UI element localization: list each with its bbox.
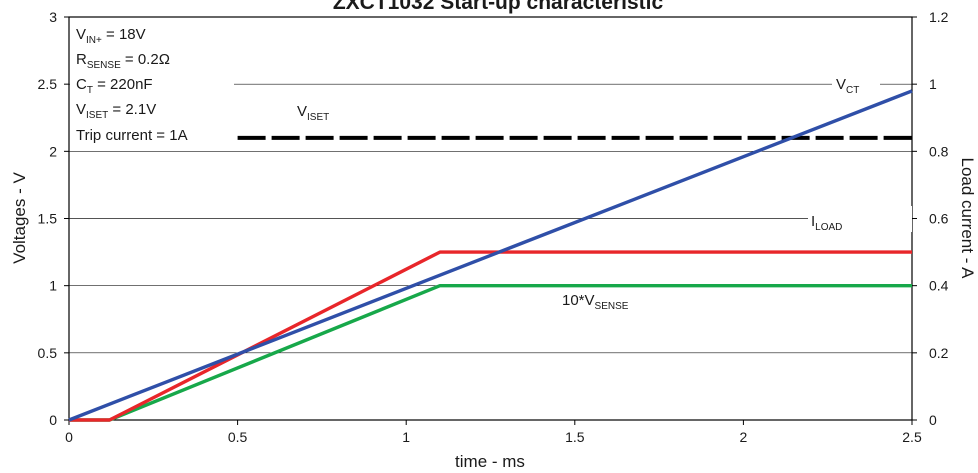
y-tick-label: 3 — [49, 9, 57, 25]
y-tick-label: 0.5 — [38, 345, 58, 361]
notes-bg-bottom — [70, 18, 234, 146]
series-line-vct — [68, 89, 913, 422]
series-lines — [68, 89, 913, 422]
note-vin: VIN+ = 18V — [76, 26, 146, 46]
y2-tick-label: 0 — [929, 412, 937, 428]
notes-background — [70, 18, 234, 146]
y-axis-title: Voltages - V — [10, 172, 29, 264]
iload-label-bg-right — [847, 206, 912, 232]
x-tick-label: 0.5 — [228, 429, 248, 445]
note-trip-current: Trip current = 1A — [76, 127, 188, 144]
label-viset: VISET — [297, 103, 329, 123]
vct-label-bg — [832, 72, 880, 94]
y-tick-label: 1.5 — [38, 211, 58, 227]
y-tick-label: 0 — [49, 412, 57, 428]
x-tick-label: 0 — [65, 429, 73, 445]
y2-tick-label: 0.4 — [929, 278, 949, 294]
y2-tick-label: 1.2 — [929, 9, 949, 25]
x-tick-labels: 0 0.5 1 1.5 2 2.5 — [65, 429, 922, 445]
x-tick-label: 1 — [402, 429, 410, 445]
y2-tick-label: 0.2 — [929, 345, 949, 361]
label-iload: ILOAD — [811, 213, 842, 233]
note-viset: VISET = 2.1V — [76, 101, 156, 121]
series-line-iload — [69, 250, 912, 422]
y2-axis-title: Load current - A — [958, 158, 977, 280]
x-tick-label: 1.5 — [565, 429, 585, 445]
y2-tick-label: 0.6 — [929, 211, 949, 227]
y2-tick-labels: 0 0.2 0.4 0.6 0.8 1 1.2 — [929, 9, 949, 428]
label-vct: VCT — [836, 76, 859, 96]
note-ct: CT = 220nF — [76, 76, 153, 96]
label-10vsense: 10*VSENSE — [562, 292, 629, 312]
x-tick-label: 2.5 — [902, 429, 922, 445]
x-tick-label: 2 — [740, 429, 748, 445]
x-axis-title: time - ms — [455, 452, 525, 471]
y-tick-labels: 0 0.5 1 1.5 2 2.5 3 — [38, 9, 58, 428]
note-rsense: RSENSE = 0.2Ω — [76, 51, 170, 71]
y-tick-label: 1 — [49, 278, 57, 294]
y2-tick-label: 0.8 — [929, 143, 949, 159]
y-tick-label: 2.5 — [38, 76, 58, 92]
iload-label-bg — [808, 206, 848, 232]
chart-title: ZXCT1032 Start-up characteristic — [333, 0, 664, 14]
y2-tick-label: 1 — [929, 76, 937, 92]
conditions-notes: VIN+ = 18V RSENSE = 0.2Ω CT = 220nF VISE… — [76, 26, 188, 144]
y-tick-label: 2 — [49, 143, 57, 159]
series-labels: VCT VISET ILOAD 10*VSENSE — [297, 72, 912, 312]
